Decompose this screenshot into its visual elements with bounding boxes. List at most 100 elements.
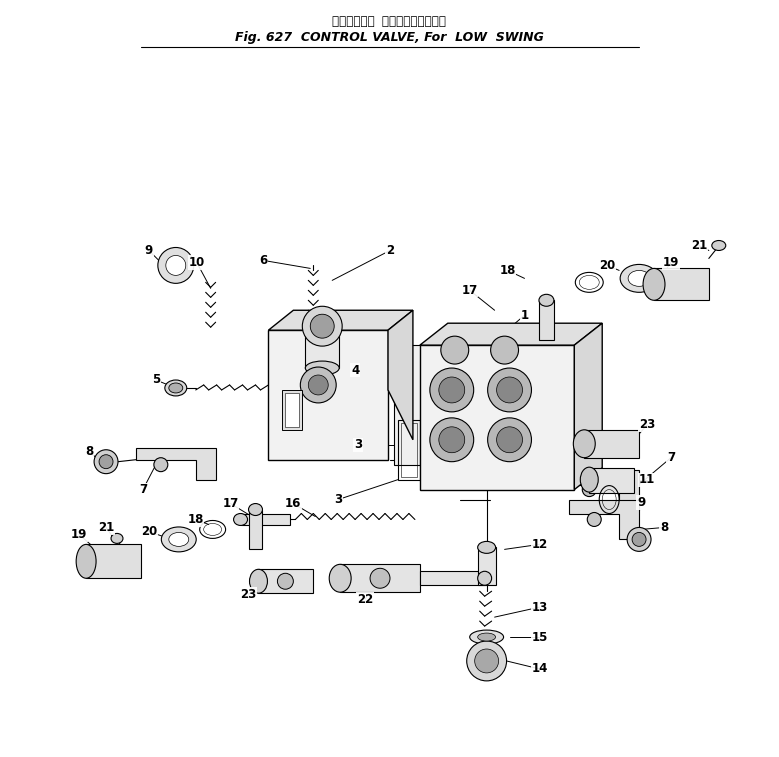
Text: 20: 20 [599, 259, 615, 272]
Circle shape [632, 532, 646, 547]
Text: 8: 8 [660, 521, 668, 534]
Bar [249, 509, 263, 550]
Text: 18: 18 [188, 513, 204, 526]
Circle shape [94, 450, 118, 474]
Circle shape [474, 649, 499, 673]
Ellipse shape [169, 383, 183, 393]
Circle shape [491, 336, 519, 364]
Polygon shape [136, 447, 216, 480]
Circle shape [441, 336, 469, 364]
Text: 23: 23 [241, 587, 256, 601]
Ellipse shape [249, 503, 263, 516]
Bar [394, 345, 422, 465]
Text: 7: 7 [139, 483, 147, 496]
Text: 4: 4 [351, 363, 359, 376]
Circle shape [308, 375, 328, 395]
Text: 8: 8 [85, 445, 93, 458]
Text: 9: 9 [637, 496, 645, 509]
Circle shape [154, 458, 167, 472]
Bar [589, 468, 634, 493]
Circle shape [496, 377, 523, 403]
Ellipse shape [539, 294, 554, 307]
Circle shape [310, 314, 334, 338]
Text: 10: 10 [189, 256, 205, 269]
Bar [654, 269, 709, 301]
Ellipse shape [305, 361, 339, 375]
Circle shape [582, 483, 596, 497]
Text: Fig. 627  CONTROL VALVE, For  LOW  SWING: Fig. 627 CONTROL VALVE, For LOW SWING [235, 31, 544, 44]
Ellipse shape [111, 534, 123, 544]
Polygon shape [269, 330, 388, 459]
Text: 3: 3 [334, 493, 342, 506]
Text: 19: 19 [71, 528, 87, 541]
Bar [584, 430, 639, 458]
Circle shape [302, 307, 342, 346]
Text: 14: 14 [531, 662, 548, 675]
Circle shape [587, 512, 601, 526]
Ellipse shape [643, 269, 665, 301]
Circle shape [467, 641, 506, 681]
Ellipse shape [478, 572, 492, 585]
Polygon shape [420, 345, 574, 490]
Polygon shape [569, 500, 639, 540]
Ellipse shape [478, 541, 495, 553]
Circle shape [627, 528, 651, 551]
Bar [86, 544, 141, 578]
Bar [241, 513, 291, 525]
Bar [340, 564, 420, 592]
Text: 9: 9 [145, 244, 153, 257]
Circle shape [488, 368, 531, 412]
Ellipse shape [76, 544, 96, 578]
Bar [259, 569, 313, 593]
Text: 17: 17 [462, 284, 478, 297]
Circle shape [439, 377, 465, 403]
Text: 13: 13 [531, 600, 548, 614]
Bar [478, 547, 495, 585]
Circle shape [496, 427, 523, 453]
Text: 1: 1 [520, 309, 529, 322]
Ellipse shape [573, 430, 595, 458]
Polygon shape [569, 469, 639, 509]
Text: 21: 21 [691, 239, 707, 252]
Text: 12: 12 [531, 538, 548, 551]
Ellipse shape [470, 630, 503, 644]
Text: 19: 19 [663, 256, 679, 269]
Text: 18: 18 [499, 264, 516, 277]
Text: 3: 3 [354, 438, 362, 451]
Circle shape [439, 427, 465, 453]
Circle shape [488, 418, 531, 462]
Text: 7: 7 [667, 451, 675, 464]
Bar [401, 423, 417, 477]
Text: 15: 15 [531, 631, 548, 643]
Text: 17: 17 [223, 497, 238, 510]
Circle shape [158, 248, 194, 283]
Ellipse shape [249, 569, 267, 593]
Text: コントロール バルブ、低速旋回用: コントロール バルブ、低速旋回用 [333, 15, 446, 28]
Bar [283, 390, 302, 430]
Circle shape [614, 472, 624, 481]
Text: 2: 2 [386, 244, 394, 257]
Ellipse shape [169, 532, 189, 547]
Ellipse shape [628, 270, 650, 286]
Polygon shape [574, 323, 602, 490]
Circle shape [166, 255, 185, 276]
Ellipse shape [234, 513, 248, 525]
Circle shape [99, 455, 113, 469]
Text: 22: 22 [357, 593, 373, 606]
Bar [420, 572, 485, 585]
Bar [285, 393, 299, 427]
Circle shape [430, 368, 474, 412]
Bar [398, 420, 420, 480]
Ellipse shape [712, 241, 726, 251]
Circle shape [430, 418, 474, 462]
Text: 23: 23 [639, 419, 655, 431]
Ellipse shape [161, 527, 196, 552]
Ellipse shape [165, 380, 187, 396]
Ellipse shape [330, 564, 351, 592]
Text: 20: 20 [141, 525, 157, 538]
Ellipse shape [580, 467, 598, 492]
Ellipse shape [620, 264, 658, 292]
Polygon shape [388, 310, 413, 440]
Circle shape [301, 367, 337, 403]
Circle shape [370, 569, 390, 588]
